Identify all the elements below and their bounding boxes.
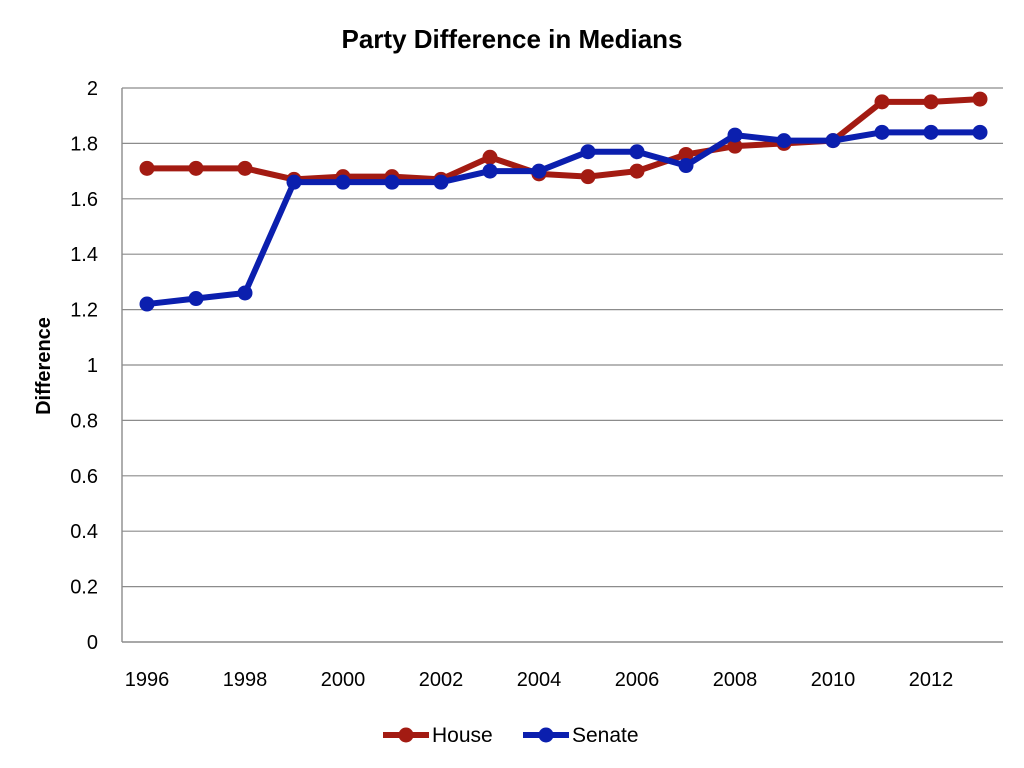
data-point-senate	[678, 158, 694, 174]
data-point-house	[188, 160, 204, 176]
data-point-house	[237, 160, 253, 176]
series-senate	[139, 124, 988, 312]
data-point-senate	[923, 124, 939, 140]
data-point-senate	[629, 144, 645, 160]
data-point-house	[972, 91, 988, 107]
series-line-senate	[144, 129, 983, 308]
data-point-house	[482, 149, 498, 165]
y-tick-label: 0	[87, 632, 98, 654]
axes	[121, 88, 1003, 643]
series-house	[139, 91, 988, 187]
y-tick-label: 1.4	[70, 244, 98, 266]
data-point-senate	[727, 127, 743, 143]
plot-series	[139, 91, 988, 312]
data-point-senate	[335, 174, 351, 190]
legend-label: House	[432, 724, 493, 747]
x-tick-label: 2002	[419, 669, 464, 691]
data-point-senate	[188, 291, 204, 307]
data-point-house	[923, 94, 939, 110]
data-point-senate	[237, 285, 253, 301]
legend-item-house: House	[383, 724, 493, 747]
data-point-senate	[776, 133, 792, 149]
gridlines	[122, 87, 1003, 588]
data-point-senate	[139, 296, 155, 312]
legend-item-senate: Senate	[523, 724, 639, 747]
data-point-senate	[874, 124, 890, 140]
chart-title: Party Difference in Medians	[342, 24, 683, 54]
data-point-senate	[482, 163, 498, 179]
x-tick-label: 2006	[615, 669, 660, 691]
data-point-house	[580, 169, 596, 185]
x-tick-label: 2000	[321, 669, 366, 691]
data-point-senate	[286, 174, 302, 190]
x-tick-label: 2004	[517, 669, 562, 691]
x-tick-label: 2010	[811, 669, 856, 691]
data-point-senate	[972, 124, 988, 140]
data-point-house	[139, 160, 155, 176]
series-line-house	[144, 96, 983, 183]
y-tick-label: 1	[87, 355, 98, 377]
data-point-senate	[825, 133, 841, 149]
data-point-house	[629, 163, 645, 179]
y-tick-label: 1.6	[70, 189, 98, 211]
y-tick-label: 0.8	[70, 410, 98, 432]
x-tick-label: 2012	[909, 669, 954, 691]
y-tick-label: 0.2	[70, 577, 98, 599]
x-tick-labels: 1996 1998 2000 2002 2004 2006 2008 2010 2012	[125, 669, 954, 691]
data-point-senate	[433, 174, 449, 190]
data-point-house	[727, 138, 743, 154]
y-tick-labels: 0 0.2 0.4 0.6 0.8 1 1.2 1.4 1.6 1.8 2	[70, 78, 98, 654]
y-tick-label: 0.6	[70, 466, 98, 488]
y-tick-label: 0.4	[70, 521, 98, 543]
data-point-senate	[384, 174, 400, 190]
legend-marker	[398, 727, 414, 743]
x-tick-label: 1996	[125, 669, 170, 691]
data-point-house	[874, 94, 890, 110]
data-point-senate	[531, 163, 547, 179]
x-tick-label: 1998	[223, 669, 268, 691]
y-tick-label: 1.8	[70, 133, 98, 155]
legend-label: Senate	[572, 724, 639, 747]
y-tick-label: 1.2	[70, 300, 98, 322]
y-axis-title: Difference	[33, 317, 55, 415]
legend: House Senate	[383, 724, 639, 747]
x-tick-label: 2008	[713, 669, 758, 691]
legend-marker	[538, 727, 554, 743]
data-point-house	[678, 146, 694, 162]
y-tick-label: 2	[87, 78, 98, 100]
data-point-senate	[580, 144, 596, 160]
